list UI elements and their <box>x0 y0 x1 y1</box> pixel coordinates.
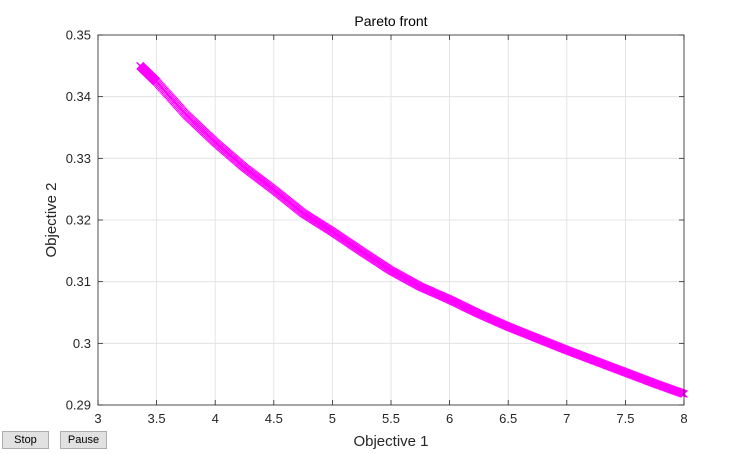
y-tick-label: 0.31 <box>66 274 91 289</box>
x-tick-label: 3.5 <box>148 411 166 426</box>
x-axis-label: Objective 1 <box>353 433 428 450</box>
y-tick-label: 0.3 <box>73 336 91 351</box>
x-tick-label: 7.5 <box>616 411 634 426</box>
x-tick-label: 6.5 <box>499 411 517 426</box>
x-tick-label: 3 <box>94 411 101 426</box>
x-tick-label: 5 <box>329 411 336 426</box>
y-tick-label: 0.29 <box>66 398 91 413</box>
x-tick-label: 5.5 <box>382 411 400 426</box>
stop-button[interactable]: Stop <box>2 431 49 449</box>
x-tick-label: 4.5 <box>265 411 283 426</box>
x-tick-label: 4 <box>212 411 219 426</box>
y-tick-label: 0.32 <box>66 213 91 228</box>
y-tick-label: 0.34 <box>66 89 91 104</box>
chart-title: Pareto front <box>354 13 427 29</box>
x-tick-label: 8 <box>680 411 687 426</box>
y-tick-label: 0.33 <box>66 151 91 166</box>
pause-button[interactable]: Pause <box>60 431 107 449</box>
x-tick-label: 7 <box>563 411 570 426</box>
x-tick-label: 6 <box>446 411 453 426</box>
y-tick-label: 0.35 <box>66 28 91 43</box>
y-axis-label: Objective 2 <box>43 182 60 257</box>
